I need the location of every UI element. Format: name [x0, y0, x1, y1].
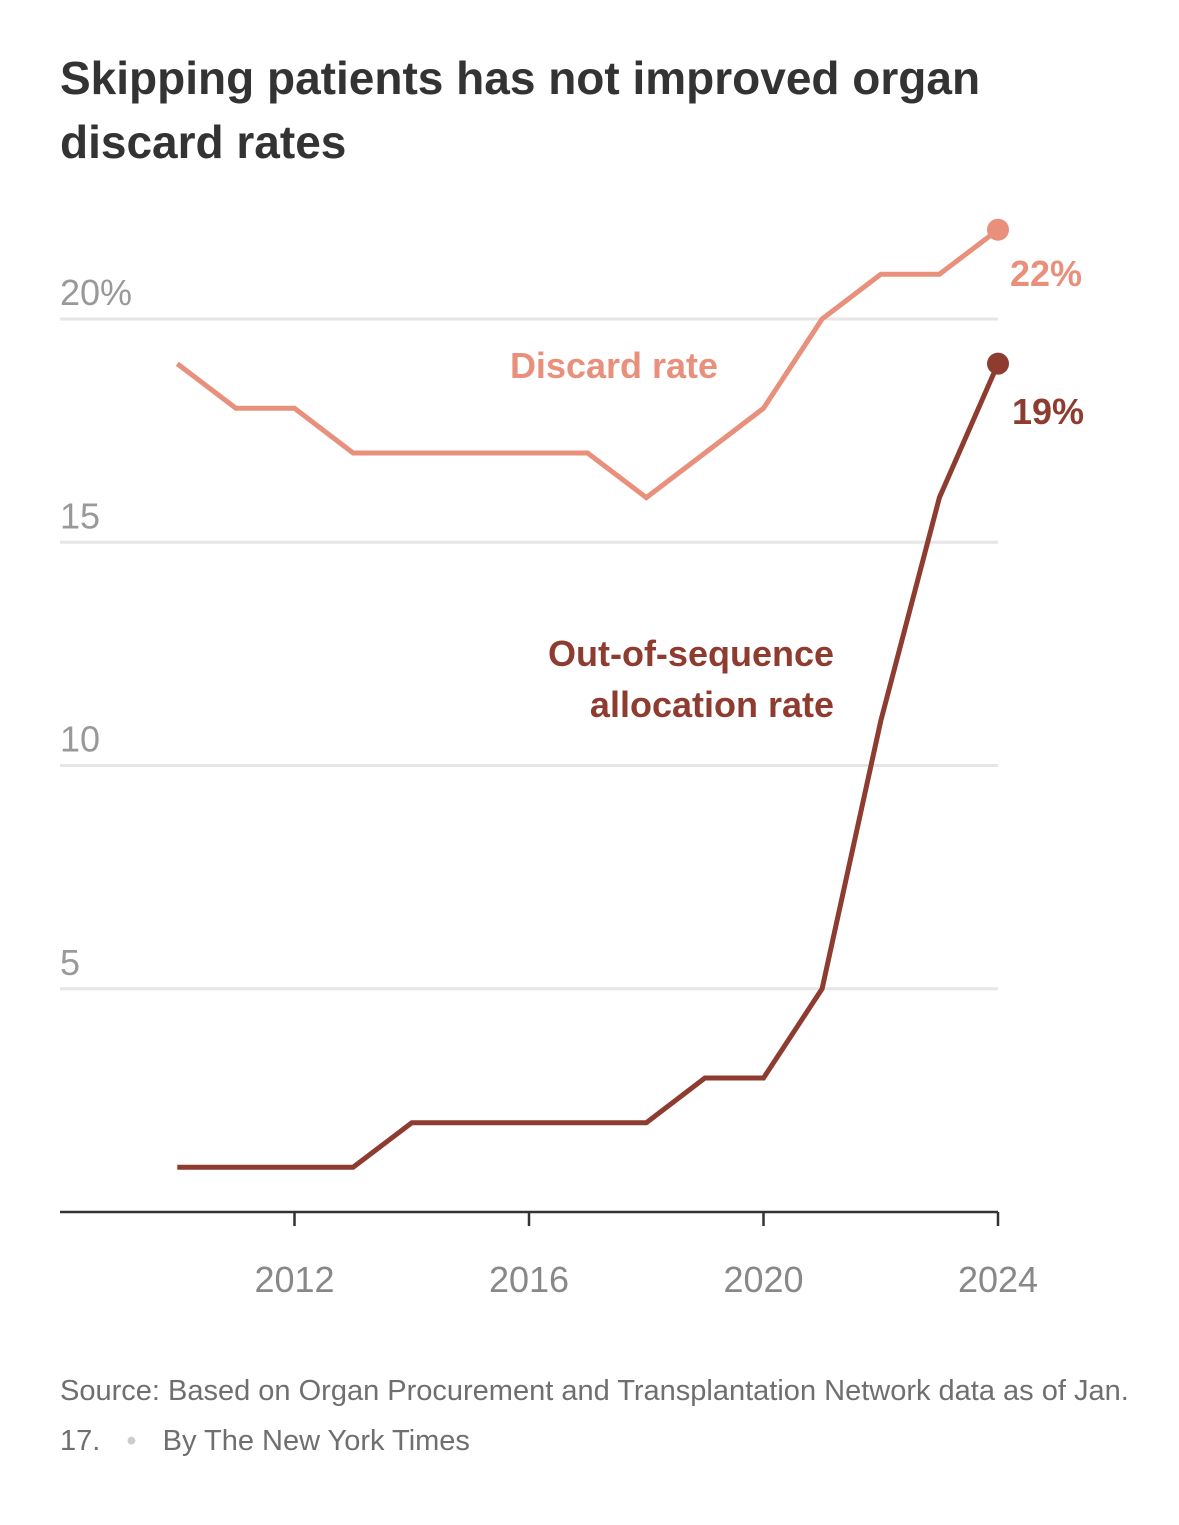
x-tick-label: 2012 — [254, 1259, 334, 1300]
source-note: Source: Based on Organ Procurement and T… — [60, 1366, 1130, 1466]
out-of-sequence-rate-line — [177, 362, 1001, 1170]
x-tick-label: 2024 — [958, 1259, 1038, 1300]
discard-rate-end-label: 22% — [1010, 253, 1082, 294]
source-text: Source: Based on Organ Procurement and T… — [60, 1375, 1129, 1457]
y-tick-label: 5 — [60, 942, 80, 983]
x-tick-label: 2016 — [489, 1259, 569, 1300]
out-of-sequence-label-line-1: Out-of-sequence — [548, 633, 834, 674]
out-of-sequence-end-label: 19% — [1012, 391, 1084, 432]
out-of-sequence-label-line-2: allocation rate — [590, 684, 834, 725]
discard-rate-end-point — [987, 218, 1009, 241]
discard-rate-line — [175, 227, 1000, 501]
x-axis: 2012 2016 2020 2024 — [60, 1210, 1038, 1300]
x-tick-label: 2020 — [723, 1259, 803, 1300]
series-labels: Discard rate Out-of-sequence allocation … — [510, 253, 1084, 725]
line-chart: 5 10 15 20% 2012 2016 2020 2024 Discard rate O… — [60, 218, 1084, 1300]
series — [175, 218, 1009, 1170]
gridlines: 5 10 15 20% — [60, 272, 998, 991]
y-tick-label: 20% — [60, 272, 132, 313]
chart-title: Skipping patients has not improved organ… — [60, 52, 981, 168]
y-tick-label: 10 — [60, 719, 100, 760]
out-of-sequence-rate-end-point — [987, 352, 1009, 375]
y-tick-label: 15 — [60, 495, 100, 536]
discard-rate-label: Discard rate — [510, 345, 718, 386]
separator-dot: • — [126, 1425, 137, 1457]
credit-text: By The New York Times — [162, 1425, 470, 1457]
